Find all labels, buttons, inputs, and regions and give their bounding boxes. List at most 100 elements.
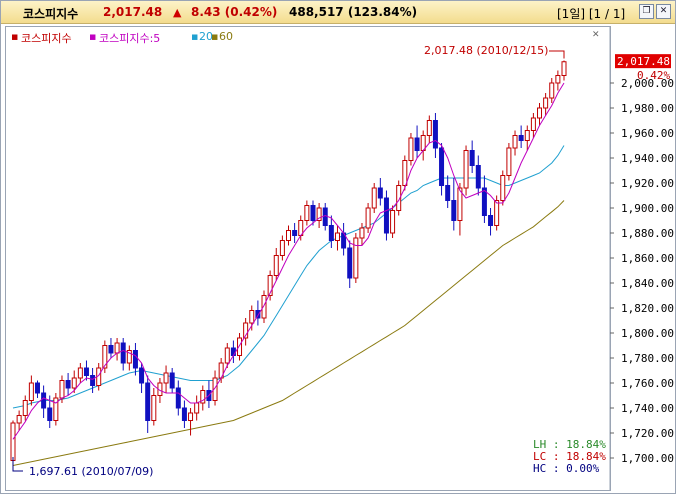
candle-body xyxy=(432,120,438,149)
price-badge-value: 2,017.48 xyxy=(617,55,670,68)
candle-body xyxy=(139,367,145,384)
candle-body xyxy=(408,137,414,161)
y-tick-label: 1,960.00 xyxy=(621,127,674,140)
candle-body xyxy=(310,205,316,221)
y-tick-label: 1,820.00 xyxy=(621,302,674,315)
candle-body xyxy=(347,247,353,279)
candle-body xyxy=(243,322,249,339)
candle-body xyxy=(537,107,543,119)
price-badge xyxy=(615,54,671,69)
candle-body xyxy=(292,230,298,236)
y-tick-label: 1,980.00 xyxy=(621,102,674,115)
legend-marker-icon: ▪ xyxy=(11,30,19,43)
candle-body xyxy=(377,187,383,199)
candle-body xyxy=(530,117,536,131)
candle-body xyxy=(163,372,169,384)
candle-body xyxy=(286,230,291,241)
candle-body xyxy=(255,310,261,319)
candle-body xyxy=(59,380,65,399)
candle-body xyxy=(371,187,377,209)
candle-body xyxy=(65,380,71,389)
candle-body xyxy=(494,200,500,226)
candle-body xyxy=(169,372,175,389)
candle-body xyxy=(402,160,408,186)
title-bar: 코스피지수 2,017.48 ▲ 8.43 (0.42%) 488,517 (1… xyxy=(1,1,675,24)
candle-body xyxy=(188,412,194,421)
candle-body xyxy=(512,135,518,149)
candle-body xyxy=(334,232,340,241)
candle-body xyxy=(151,395,157,421)
candle-body xyxy=(439,147,445,186)
stat-lc: LC : 18.84% xyxy=(533,450,606,463)
high-annotation: 2,017.48 (2010/12/15) xyxy=(424,44,548,57)
candle-body xyxy=(249,310,255,324)
candle-body xyxy=(273,255,279,276)
candle-body xyxy=(22,400,28,416)
candle-body xyxy=(316,207,322,221)
low-annotation-leader xyxy=(12,456,23,472)
candle-body xyxy=(543,97,549,109)
legend-marker-icon: ▪ xyxy=(211,30,219,43)
candle-body xyxy=(41,392,47,409)
candle-body xyxy=(102,345,108,369)
candle-body xyxy=(481,187,487,216)
candle-body xyxy=(561,61,567,76)
candle-body xyxy=(132,350,138,369)
candle-body xyxy=(518,135,524,141)
candle-body xyxy=(267,275,273,296)
candle-body xyxy=(457,187,463,221)
y-tick-label: 1,920.00 xyxy=(621,177,674,190)
chart-close-icon[interactable]: ✕ xyxy=(592,30,600,40)
candle-body xyxy=(212,377,218,401)
legend-ma60: 60 xyxy=(219,30,233,43)
candle-body xyxy=(47,407,53,421)
candle-body xyxy=(114,342,120,354)
candle-body xyxy=(445,185,451,201)
ma60-line xyxy=(12,200,565,466)
y-tick-label: 1,700.00 xyxy=(621,452,674,465)
candle-body xyxy=(549,82,555,99)
candle-body xyxy=(414,137,420,151)
candle-body xyxy=(181,407,187,421)
y-tick-label: 1,860.00 xyxy=(621,252,674,265)
candle-body xyxy=(390,210,396,234)
candle-body xyxy=(83,367,89,376)
candle-body xyxy=(426,120,432,136)
candle-body xyxy=(396,185,402,211)
candle-body xyxy=(488,215,494,226)
period-indicator[interactable]: [1일] [1 / 1] xyxy=(557,7,626,21)
y-tick-label: 1,740.00 xyxy=(621,402,674,415)
restore-icon[interactable]: ❐ xyxy=(639,4,654,19)
candle-body xyxy=(145,382,151,421)
volume: 488,517 (123.84%) xyxy=(289,5,418,19)
low-annotation: 1,697.61 (2010/07/09) xyxy=(29,465,153,478)
y-tick-label: 1,800.00 xyxy=(621,327,674,340)
stat-lh: LH : 18.84% xyxy=(533,438,606,451)
close-icon[interactable]: ✕ xyxy=(656,4,671,19)
candle-body xyxy=(279,240,285,256)
y-tick-label: 2,000.00 xyxy=(621,77,674,90)
candle-body xyxy=(108,345,114,354)
candle-body xyxy=(500,175,506,201)
chart-area[interactable] xyxy=(5,26,611,491)
ma5-line xyxy=(12,82,565,440)
candle-body xyxy=(120,342,126,364)
candle-body xyxy=(451,200,457,221)
candle-body xyxy=(506,147,512,176)
candle-body xyxy=(237,337,243,356)
candle-body xyxy=(126,350,132,364)
candle-body xyxy=(90,375,96,386)
stat-hc: HC : 0.00% xyxy=(533,462,600,475)
candle-body xyxy=(322,207,328,226)
candle-body xyxy=(328,225,334,241)
candle-body xyxy=(16,415,22,424)
legend-ma5: 코스피지수:5 xyxy=(99,32,161,45)
legend-price: 코스피지수 xyxy=(21,32,72,45)
price-badge-pct: 0.42% xyxy=(637,69,670,82)
candle-body xyxy=(261,295,267,319)
y-tick-label: 1,780.00 xyxy=(621,352,674,365)
current-price: 2,017.48 xyxy=(103,5,163,19)
candle-body xyxy=(463,150,469,189)
